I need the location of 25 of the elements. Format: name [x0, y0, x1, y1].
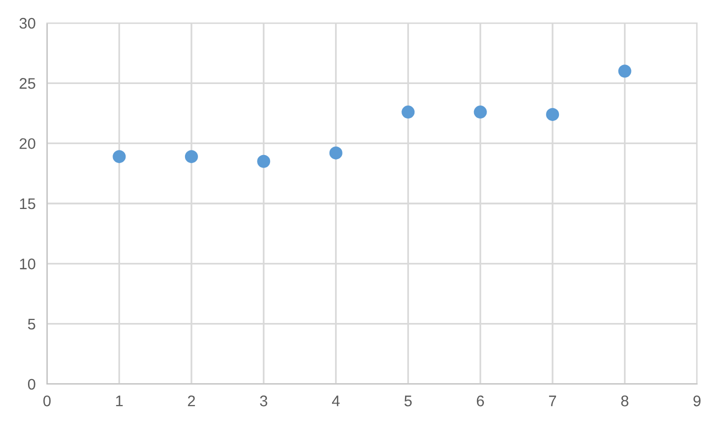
point	[257, 154, 270, 168]
x-tick-label: 6	[476, 396, 484, 406]
point	[112, 150, 126, 164]
x-tick-label: 4	[332, 396, 340, 406]
y-tick-label: 15	[20, 198, 36, 210]
x-tick-label: 5	[404, 396, 412, 406]
point	[474, 106, 487, 119]
y-tick-label: 5	[28, 318, 36, 330]
point	[184, 150, 198, 164]
x-tick-label: 7	[549, 396, 556, 406]
point	[329, 146, 342, 160]
point	[402, 106, 415, 119]
y-tick-label: 0	[28, 378, 36, 390]
x-tick-label: 2	[188, 396, 195, 406]
x-tick-label: 0	[43, 396, 51, 406]
y-tick-label: 30	[19, 18, 36, 29]
point	[546, 108, 560, 121]
y-tick-label: 20	[20, 138, 36, 150]
x-tick-label: 1	[116, 396, 123, 406]
y-tick-label: 10	[20, 258, 36, 270]
y-tick-label: 25	[20, 78, 36, 89]
x-tick-label: 8	[621, 396, 628, 406]
x-tick-label: 3	[260, 396, 268, 406]
point	[618, 64, 632, 78]
x-tick-label: 9	[693, 396, 701, 406]
